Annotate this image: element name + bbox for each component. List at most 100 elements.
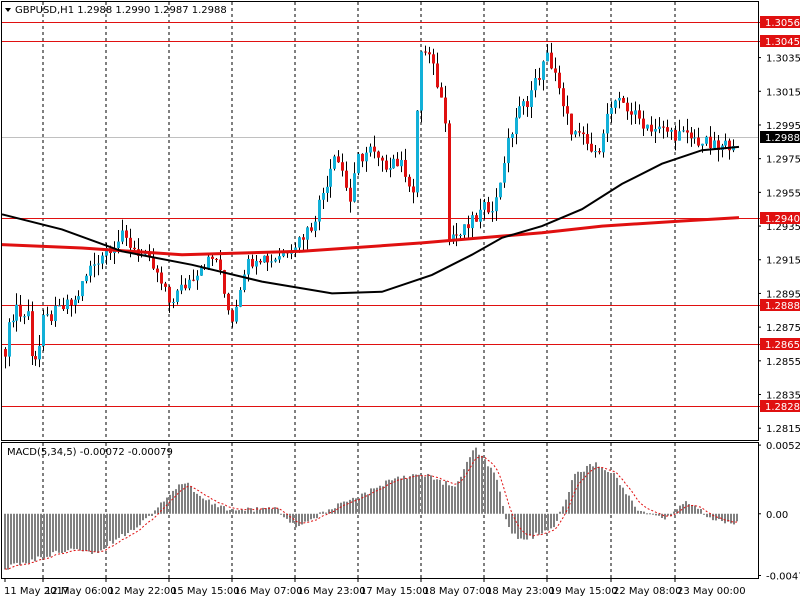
macd-histogram-bar <box>586 465 588 514</box>
macd-histogram-bar <box>613 472 615 514</box>
macd-histogram-bar <box>10 513 12 565</box>
macd-histogram-bar <box>364 492 366 514</box>
macd-histogram-bar <box>151 513 153 516</box>
bullish-candle <box>282 251 285 257</box>
macd-histogram-bar <box>241 509 243 514</box>
bearish-candle <box>133 247 136 250</box>
bullish-candle <box>326 186 329 193</box>
macd-histogram-bar <box>574 473 576 514</box>
macd-histogram-bar <box>112 513 114 544</box>
bullish-candle <box>515 117 518 135</box>
bearish-candle <box>566 106 569 114</box>
macd-histogram-bar <box>343 501 345 514</box>
macd-histogram-bar <box>529 513 531 536</box>
macd-histogram-bar <box>187 482 189 514</box>
macd-histogram-bar <box>520 513 522 539</box>
macd-histogram-bar <box>331 509 333 514</box>
macd-histogram-bar <box>598 466 600 514</box>
macd-histogram-bar <box>412 474 414 514</box>
bearish-candle <box>156 268 159 273</box>
macd-histogram-bar <box>190 486 192 514</box>
macd-histogram-bar <box>301 513 303 525</box>
macd-histogram-bar <box>349 499 351 514</box>
macd-histogram-bar <box>499 491 501 514</box>
bearish-candle <box>62 305 65 310</box>
bearish-candle <box>642 118 645 129</box>
macd-histogram-bar <box>124 513 126 537</box>
bullish-candle <box>416 110 419 193</box>
macd-histogram-bar <box>94 513 96 552</box>
bullish-candle <box>701 143 704 146</box>
macd-histogram-bar <box>103 513 105 549</box>
bullish-candle <box>176 290 179 302</box>
macd-histogram-bar <box>85 513 87 551</box>
bullish-candle <box>658 126 661 130</box>
bullish-candle <box>196 275 199 281</box>
bullish-candle <box>12 320 15 323</box>
macd-histogram-bar <box>226 510 228 514</box>
macd-histogram-bar <box>628 495 630 514</box>
bearish-candle <box>223 270 226 294</box>
macd-histogram-bar <box>106 513 108 547</box>
bullish-candle <box>8 322 11 357</box>
bearish-candle <box>160 272 163 284</box>
macd-histogram-bar <box>718 513 720 520</box>
macd-histogram-bar <box>463 469 465 514</box>
bullish-candle <box>255 260 258 267</box>
macd-histogram-bar <box>355 498 357 514</box>
bullish-candle <box>329 168 332 187</box>
macd-histogram-bar <box>280 513 282 515</box>
macd-histogram-bar <box>250 508 252 514</box>
bullish-candle <box>27 311 30 317</box>
bullish-candle <box>121 230 124 242</box>
macd-histogram-bar <box>550 513 552 529</box>
macd-histogram-bar <box>571 480 573 514</box>
macd-histogram-bar <box>19 513 21 566</box>
bullish-candle <box>306 227 309 240</box>
bearish-candle <box>164 283 167 287</box>
macd-histogram-bar <box>316 513 318 519</box>
bearish-candle <box>302 237 305 240</box>
macd-histogram-bar <box>556 513 558 521</box>
macd-histogram-bar <box>403 475 405 514</box>
macd-histogram-bar <box>199 495 201 514</box>
bullish-candle <box>235 306 238 322</box>
bearish-candle <box>259 260 262 263</box>
macd-histogram-bar <box>439 479 441 514</box>
bearish-candle <box>562 88 565 107</box>
macd-histogram-bar <box>160 502 162 514</box>
macd-histogram-bar <box>664 513 666 520</box>
bearish-candle <box>630 111 633 115</box>
chart-menu-triangle-icon[interactable] <box>5 8 11 12</box>
macd-histogram-bar <box>100 513 102 551</box>
macd-histogram-bar <box>637 510 639 514</box>
macd-histogram-bar <box>643 511 645 514</box>
macd-histogram-bar <box>61 513 63 553</box>
bullish-candle <box>534 78 537 91</box>
macd-histogram-bar <box>313 513 315 519</box>
bullish-candle <box>606 113 609 134</box>
bearish-candle <box>650 124 653 132</box>
bearish-candle <box>266 255 269 263</box>
macd-histogram-bar <box>538 513 540 535</box>
macd-histogram-bar <box>589 464 591 514</box>
macd-histogram-bar <box>223 506 225 514</box>
price-axis-label: 1.2995 <box>766 121 800 132</box>
current-price-marker: 1.2988 <box>760 131 800 144</box>
macd-histogram-bar <box>610 473 612 514</box>
macd-histogram-bar <box>52 513 54 553</box>
macd-histogram-bar <box>727 513 729 522</box>
bullish-candle <box>239 290 242 307</box>
bullish-candle <box>459 234 462 236</box>
bearish-candle <box>590 143 593 152</box>
macd-histogram-bar <box>685 501 687 514</box>
macd-histogram-bar <box>676 509 678 514</box>
macd-histogram-bar <box>304 513 306 522</box>
macd-histogram-bar <box>64 513 66 552</box>
macd-histogram-bar <box>397 476 399 514</box>
bullish-candle <box>503 163 506 183</box>
macd-histogram-bar <box>442 484 444 514</box>
bullish-candle <box>392 158 395 169</box>
macd-histogram-bar <box>514 513 516 534</box>
